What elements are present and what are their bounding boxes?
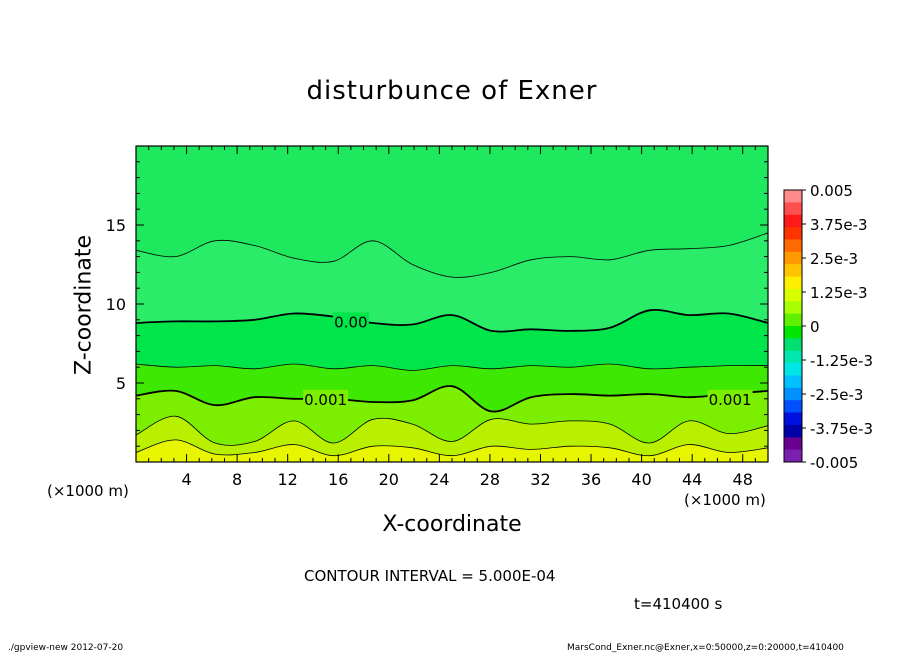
contour-line-0 (136, 232, 768, 278)
y-tick-label: 5 (116, 374, 126, 393)
x-unit-left: (×1000 m) (47, 482, 129, 500)
colorbar-cell (784, 214, 802, 228)
x-tick-label: 4 (181, 470, 191, 489)
colorbar-cell (784, 326, 802, 339)
contour-interval: CONTOUR INTERVAL = 5.000E-04 (304, 567, 556, 585)
x-tick-label: 44 (682, 470, 702, 489)
colorbar-cell (784, 202, 802, 216)
colorbar-label: -0.005 (810, 454, 858, 472)
colorbar-cell (784, 190, 802, 203)
time-stamp: t=410400 s (634, 595, 723, 613)
x-tick-label: 12 (278, 470, 298, 489)
x-tick-label: 36 (581, 470, 601, 489)
colorbar-label: 1.25e-3 (810, 284, 868, 302)
colorbar-cell (784, 412, 802, 426)
colorbar-cell (784, 437, 802, 451)
colorbar-cell (784, 313, 802, 327)
colorbar-cell (784, 276, 802, 290)
chart-title: disturbunce of Exner (306, 76, 598, 106)
x-tick-label: 20 (379, 470, 399, 489)
colorbar-cell (784, 424, 802, 438)
footer-left: ./gpview-new 2012-07-20 (8, 643, 124, 653)
colorbar-cell (784, 264, 802, 278)
contour-label-0: 0.00 (334, 313, 367, 331)
x-tick-label: 48 (733, 470, 753, 489)
colorbar-label: -2.5e-3 (810, 386, 863, 404)
colorbar-cell (784, 387, 802, 401)
filled-band-5 (136, 439, 768, 462)
colorbar-cell (784, 251, 802, 265)
colorbar-cell (784, 239, 802, 253)
contour-line-3 (136, 385, 768, 413)
contour-line-4 (136, 415, 768, 446)
colorbar-label: -1.25e-3 (810, 352, 873, 370)
contour-line-1 (136, 308, 768, 333)
colorbar-label: 0 (810, 318, 820, 336)
y-axis-label: Z-coordinate (71, 235, 97, 375)
contour-label-bg-1 (303, 389, 349, 407)
colorbar-cell (784, 301, 802, 315)
colorbar-cell (784, 288, 802, 302)
x-axis-label: X-coordinate (0, 512, 904, 537)
x-tick-label: 32 (530, 470, 550, 489)
colorbar-label: -3.75e-3 (810, 420, 873, 438)
colorbar-cell (784, 350, 802, 364)
colorbar-label: 3.75e-3 (810, 216, 868, 234)
x-tick-label: 8 (232, 470, 242, 489)
x-axis-label-text: X-coordinate (382, 512, 522, 537)
colorbar-cell (784, 375, 802, 389)
y-tick-label: 10 (106, 295, 126, 314)
colorbar-cell (784, 338, 802, 352)
contour-label-1: 0.001 (304, 391, 347, 409)
colorbar-label: 2.5e-3 (810, 250, 858, 268)
colorbar-cell (784, 400, 802, 414)
y-tick-label: 15 (106, 216, 126, 235)
colorbar-cell (784, 363, 802, 376)
colorbar-cell (784, 449, 802, 463)
x-tick-label: 24 (429, 470, 449, 489)
x-tick-label: 16 (328, 470, 348, 489)
contour-label-bg-2 (707, 389, 753, 407)
contour-line-2 (136, 363, 768, 371)
contour-label-bg-0 (332, 312, 369, 330)
contour-line-5 (136, 439, 768, 457)
x-unit-right: (×1000 m) (684, 491, 766, 509)
colorbar-label: 0.005 (810, 182, 853, 200)
x-tick-label: 40 (631, 470, 651, 489)
footer-right: MarsCond_Exner.nc@Exner,x=0:50000,z=0:20… (567, 643, 844, 653)
contour-label-2: 0.001 (709, 391, 752, 409)
x-tick-label: 28 (480, 470, 500, 489)
colorbar-cell (784, 227, 802, 240)
